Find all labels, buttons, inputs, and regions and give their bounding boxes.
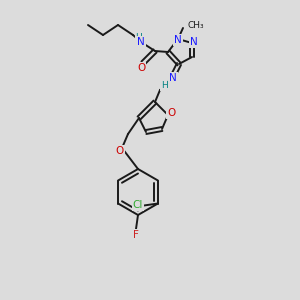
Text: O: O	[116, 146, 124, 156]
Text: H: H	[136, 32, 142, 41]
Text: H: H	[160, 82, 167, 91]
Text: N: N	[174, 35, 182, 45]
Text: N: N	[169, 73, 177, 83]
Text: N: N	[190, 37, 198, 47]
Text: Cl: Cl	[133, 200, 143, 211]
Text: N: N	[137, 37, 145, 47]
Text: O: O	[167, 108, 175, 118]
Text: F: F	[133, 230, 139, 240]
Text: O: O	[137, 63, 145, 73]
Text: CH₃: CH₃	[187, 20, 204, 29]
